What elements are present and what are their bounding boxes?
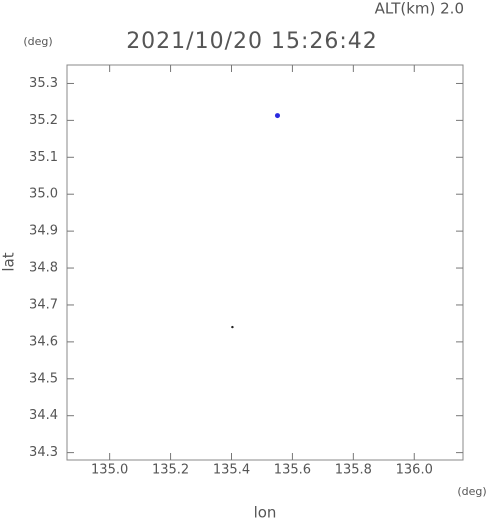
y-tick-label: 35.2 bbox=[29, 113, 58, 128]
x-tick-label: 135.2 bbox=[152, 463, 189, 478]
y-tick-label: 34.4 bbox=[29, 408, 58, 423]
chart-title: 2021/10/20 15:26:42 bbox=[126, 29, 378, 54]
y-tick-label: 34.3 bbox=[29, 445, 58, 460]
y-tick-label: 35.1 bbox=[29, 150, 58, 165]
y-tick-label: 34.9 bbox=[29, 224, 58, 239]
y-axis-label: lat bbox=[0, 252, 18, 271]
x-tick-label: 135.0 bbox=[91, 463, 128, 478]
point bbox=[274, 113, 280, 119]
y-tick-label: 34.6 bbox=[29, 334, 58, 349]
point bbox=[231, 325, 234, 329]
x-unit: (deg) bbox=[457, 485, 486, 498]
y-tick-label: 34.7 bbox=[29, 297, 58, 312]
altitude-label: ALT(km) 2.0 bbox=[375, 0, 464, 18]
y-tick-label: 34.8 bbox=[29, 261, 58, 276]
x-tick-label: 135.4 bbox=[213, 463, 250, 478]
x-tick-label: 136.0 bbox=[396, 463, 433, 478]
x-tick-label: 135.8 bbox=[335, 463, 372, 478]
y-tick-label: 35.0 bbox=[29, 187, 58, 202]
plot-frame bbox=[66, 64, 464, 461]
y-unit: (deg) bbox=[23, 35, 52, 48]
y-tick-label: 34.5 bbox=[29, 371, 58, 386]
x-tick-label: 135.6 bbox=[274, 463, 311, 478]
y-tick-label: 35.3 bbox=[29, 76, 58, 91]
x-axis-label: lon bbox=[254, 504, 277, 521]
